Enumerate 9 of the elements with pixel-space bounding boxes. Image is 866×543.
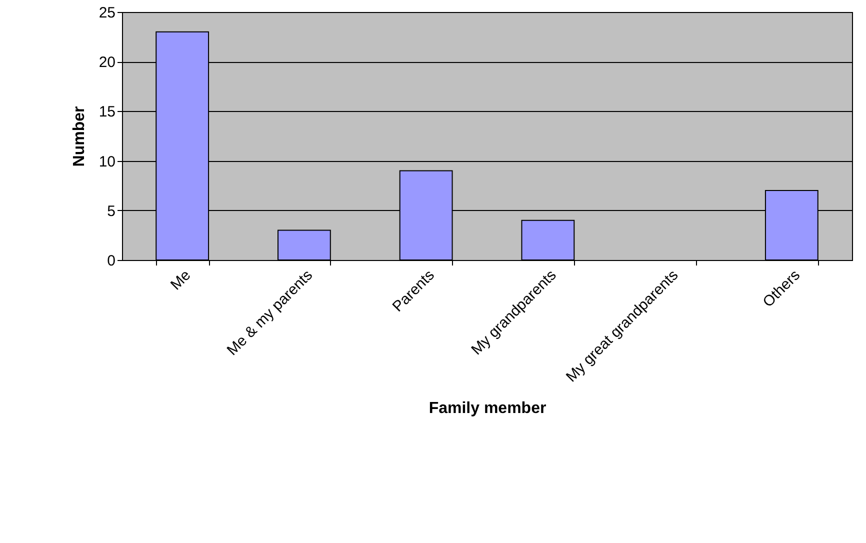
- x-tick-label: Me: [167, 266, 194, 294]
- y-tick-label: 0: [107, 252, 116, 270]
- y-tick-label: 5: [107, 202, 116, 220]
- y-tick-label: 25: [98, 4, 116, 22]
- y-tick-label: 10: [98, 153, 116, 170]
- y-tick-label: 20: [98, 54, 116, 72]
- y-tick-label: 15: [98, 104, 116, 121]
- y-axis-title: Number: [70, 106, 88, 167]
- x-axis-title: Family member: [428, 400, 546, 417]
